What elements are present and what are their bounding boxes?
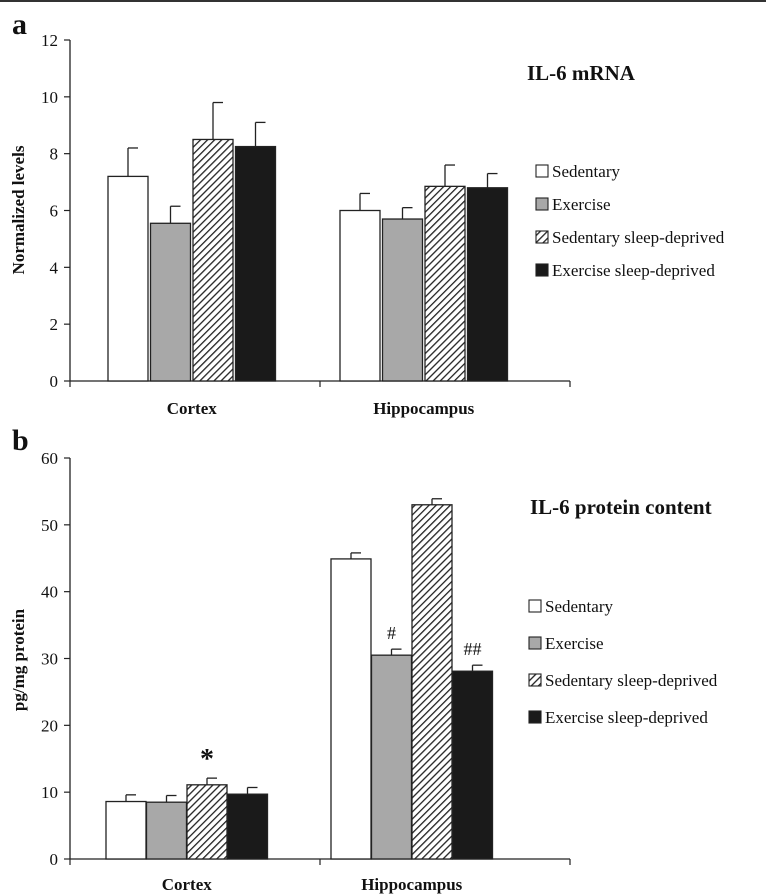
panel-b-legend-label: Sedentary sleep-deprived [545, 671, 718, 690]
panel-b-y-tick-label: 20 [41, 716, 58, 735]
panel-a-legend-label: Exercise [552, 195, 611, 214]
panel-a-category-label: Cortex [167, 399, 218, 418]
panel-b-bar [370, 654, 413, 860]
panel-a-legend-label: Exercise sleep-deprived [552, 261, 715, 280]
panel-a-legend-swatch [535, 164, 549, 178]
panel-a-bar [466, 187, 509, 382]
panel-a-legend-label: Sedentary [552, 162, 620, 181]
panel-b-bar [411, 504, 453, 860]
panel-b-y-axis-label: pg/mg protein [9, 608, 28, 711]
top-border-line [0, 0, 766, 2]
panel-b-legend-label: Exercise sleep-deprived [545, 708, 708, 727]
panel-b-significance-marker: ## [464, 639, 482, 659]
panel-b-y-tick-label: 50 [41, 516, 58, 535]
panel-b-y-tick-label: 0 [50, 850, 59, 869]
panel-a-title: IL-6 mRNA [527, 61, 636, 85]
panel-b-legend-label: Exercise [545, 634, 604, 653]
panel-b-bar [330, 558, 372, 860]
panel-b-legend-swatch [528, 710, 542, 724]
panel-b-category-label: Hippocampus [361, 875, 462, 894]
panel-b-title: IL-6 protein content [530, 495, 712, 519]
panel-a-y-tick-label: 0 [50, 372, 59, 391]
panel-b-bar [226, 793, 269, 860]
panel-a-bar [424, 185, 466, 382]
panel-a-y-tick-label: 2 [50, 315, 59, 334]
panel-b-y-tick-label: 40 [41, 583, 58, 602]
panel-b-letter: b [12, 424, 29, 457]
panel-b-bar [186, 784, 228, 860]
panel-b-bar [451, 670, 494, 860]
panel-b-legend-swatch [528, 636, 542, 650]
panel-a-bar [381, 218, 424, 382]
panel-a-y-tick-label: 6 [50, 202, 59, 221]
panel-a-y-tick-label: 4 [50, 258, 59, 277]
panel-a-legend-swatch [535, 263, 549, 277]
panel-a-bar [234, 145, 277, 382]
panel-a-legend-swatch [535, 230, 549, 244]
panel-b-significance-marker: * [200, 744, 214, 775]
panel-a-letter: a [12, 8, 27, 41]
panel-a-bar [149, 222, 192, 382]
panel-b-y-tick-label: 60 [41, 449, 58, 468]
panel-a-y-tick-label: 10 [41, 88, 58, 107]
panel-a-legend-label: Sedentary sleep-deprived [552, 228, 725, 247]
panel-a-legend-swatch [535, 197, 549, 211]
panel-a-y-tick-label: 8 [50, 145, 59, 164]
panel-a-y-tick-label: 12 [41, 31, 58, 50]
panel-b-bar [105, 800, 147, 860]
panel-a-y-axis-label: Normalized levels [9, 145, 28, 274]
panel-b-bar [145, 801, 188, 860]
panel-b-category-label: Cortex [162, 875, 213, 894]
panel-b-y-tick-label: 10 [41, 783, 58, 802]
panel-a-category-label: Hippocampus [373, 399, 474, 418]
panel-b-legend-label: Sedentary [545, 597, 613, 616]
panel-a-bar [107, 175, 149, 382]
panel-a-bar [192, 138, 234, 382]
panel-b-legend-swatch [528, 599, 542, 613]
panel-b-y-tick-label: 30 [41, 650, 58, 669]
plot-layer: 0 2 4 6 8 10 12 Cortex Hippocampus Sedentary Exerc… [41, 31, 725, 894]
panel-b-significance-marker: # [387, 623, 396, 643]
panel-a-bar [339, 209, 381, 382]
panel-b-legend-swatch [528, 673, 542, 687]
